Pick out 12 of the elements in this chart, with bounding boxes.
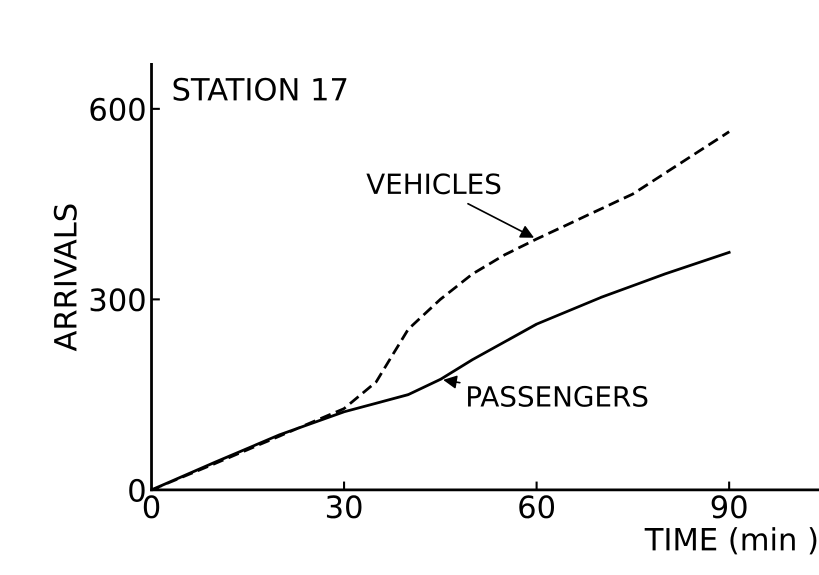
text: VEHICLES (366, 173, 500, 194)
legend-label: PASSENGERS (468, 386, 648, 407)
y-axis-title: ARRIVALS (54, 204, 77, 352)
x-tick-label: 30 (326, 495, 362, 518)
x-axis-title: TIME (min ) (644, 527, 816, 554)
y-tick-label: 0 (129, 478, 145, 502)
x-tick-label: 90 (712, 495, 747, 518)
x-tick-label: 60 (519, 495, 554, 518)
chart-title: STATION 17 (174, 78, 346, 101)
y-tick-label: 600 (90, 98, 145, 121)
x-tick-label: 0 (144, 495, 160, 518)
y-tick-label: 300 (90, 288, 145, 312)
